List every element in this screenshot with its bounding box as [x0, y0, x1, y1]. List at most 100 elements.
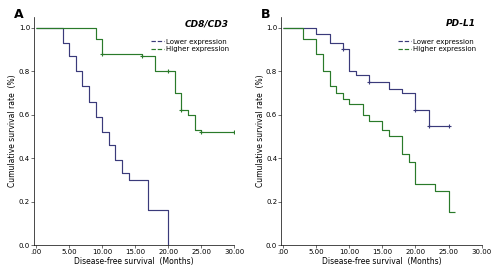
- Higher expression: [172, 91, 178, 95]
- Higher expression: [218, 130, 224, 134]
- Higher expression: [139, 52, 145, 55]
- Legend: Lower expression, Higher expression: Lower expression, Higher expression: [151, 39, 229, 52]
- Higher expression: [360, 102, 366, 105]
- Higher expression: [340, 98, 346, 101]
- Higher expression: [426, 182, 432, 186]
- Higher expression: [333, 91, 339, 95]
- Legend: Lower expression, Higher expression: Lower expression, Higher expression: [398, 39, 476, 52]
- Lower expression: [53, 26, 59, 29]
- Higher expression: [360, 113, 366, 116]
- Lower expression: [294, 26, 300, 29]
- Lower expression: [340, 41, 346, 44]
- Y-axis label: Cumulative survival rate  (%): Cumulative survival rate (%): [8, 75, 18, 187]
- Higher expression: [400, 135, 406, 138]
- Higher expression: [326, 85, 332, 88]
- Higher expression: [452, 211, 458, 214]
- Higher expression: [412, 182, 418, 186]
- Higher expression: [406, 152, 412, 155]
- Higher expression: [300, 37, 306, 40]
- Higher expression: [166, 70, 172, 73]
- Higher expression: [126, 52, 132, 55]
- Lower expression: [446, 124, 452, 127]
- Lower expression: [386, 80, 392, 84]
- Higher expression: [320, 70, 326, 73]
- Lower expression: [412, 91, 418, 95]
- Higher expression: [400, 152, 406, 155]
- Higher expression: [198, 128, 204, 132]
- Lower expression: [86, 100, 92, 103]
- Higher expression: [33, 26, 39, 29]
- Lower expression: [353, 74, 359, 77]
- Lower expression: [119, 172, 125, 175]
- Lower expression: [314, 26, 320, 29]
- Higher expression: [386, 135, 392, 138]
- Text: CD8/CD3: CD8/CD3: [184, 19, 228, 28]
- Lower expression: [66, 41, 72, 44]
- Lower expression: [158, 209, 164, 212]
- Higher expression: [346, 98, 352, 101]
- Lower expression: [73, 54, 79, 58]
- Higher expression: [366, 113, 372, 116]
- Lower expression: [106, 130, 112, 134]
- Lower expression: [340, 48, 346, 51]
- Higher expression: [185, 113, 191, 116]
- Higher expression: [412, 161, 418, 164]
- Lower expression: [80, 70, 86, 73]
- Higher expression: [166, 70, 172, 73]
- Line: Higher expression: Higher expression: [284, 28, 455, 213]
- Lower expression: [132, 178, 138, 181]
- Lower expression: [366, 80, 372, 84]
- Higher expression: [320, 52, 326, 55]
- X-axis label: Disease-free survival  (Months): Disease-free survival (Months): [74, 257, 194, 266]
- Lower expression: [119, 159, 125, 162]
- Lower expression: [446, 124, 452, 127]
- Higher expression: [326, 70, 332, 73]
- Lower expression: [353, 70, 359, 73]
- Higher expression: [419, 182, 425, 186]
- Text: A: A: [14, 8, 24, 21]
- Lower expression: [158, 209, 164, 212]
- Higher expression: [426, 182, 432, 186]
- Higher expression: [314, 37, 320, 40]
- Lower expression: [112, 143, 118, 147]
- Lower expression: [280, 26, 286, 29]
- Lower expression: [426, 109, 432, 112]
- Lower expression: [366, 74, 372, 77]
- Higher expression: [99, 52, 105, 55]
- Higher expression: [218, 130, 224, 134]
- Lower expression: [166, 209, 172, 212]
- X-axis label: Disease-free survival  (Months): Disease-free survival (Months): [322, 257, 442, 266]
- Lower expression: [99, 130, 105, 134]
- Higher expression: [152, 70, 158, 73]
- Lower expression: [432, 124, 438, 127]
- Higher expression: [92, 26, 98, 29]
- Higher expression: [198, 130, 204, 134]
- Higher expression: [314, 52, 320, 55]
- Higher expression: [380, 128, 386, 132]
- Lower expression: [33, 26, 39, 29]
- Higher expression: [185, 109, 191, 112]
- Higher expression: [126, 52, 132, 55]
- Lower expression: [60, 41, 66, 44]
- Lower expression: [412, 109, 418, 112]
- Higher expression: [446, 211, 452, 214]
- Lower expression: [386, 87, 392, 90]
- Lower expression: [346, 70, 352, 73]
- Higher expression: [406, 161, 412, 164]
- Higher expression: [92, 37, 98, 40]
- Higher expression: [66, 26, 72, 29]
- Lower expression: [86, 85, 92, 88]
- Text: B: B: [262, 8, 271, 21]
- Lower expression: [53, 26, 59, 29]
- Lower expression: [73, 70, 79, 73]
- Lower expression: [400, 87, 406, 90]
- Higher expression: [452, 211, 458, 214]
- Lower expression: [80, 85, 86, 88]
- Higher expression: [172, 70, 178, 73]
- Higher expression: [99, 37, 105, 40]
- Higher expression: [419, 182, 425, 186]
- Lower expression: [294, 26, 300, 29]
- Higher expression: [139, 54, 145, 58]
- Lower expression: [314, 33, 320, 36]
- Higher expression: [152, 54, 158, 58]
